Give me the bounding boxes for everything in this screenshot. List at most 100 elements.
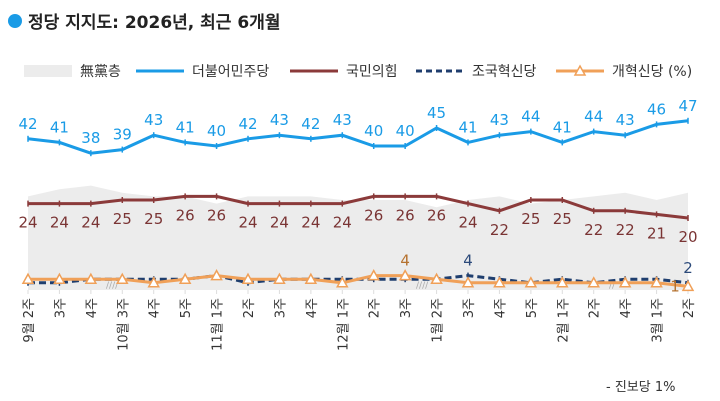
- x-tick-label: 3주: [462, 298, 477, 318]
- data-point: [681, 279, 695, 292]
- data-point: [587, 276, 600, 288]
- data-point: [116, 272, 129, 284]
- chart-title-text: 정당 지지도: 2026년, 최근 6개월: [28, 13, 281, 33]
- data-label: 43: [490, 111, 509, 129]
- data-label: 4: [463, 252, 473, 270]
- data-label: 42: [18, 115, 37, 133]
- x-tick-label: 4주: [493, 298, 508, 318]
- data-label: 43: [270, 111, 289, 129]
- x-tick-label: 4주: [619, 298, 634, 318]
- x-tick-label: 2주: [588, 298, 603, 318]
- data-label: 46: [647, 100, 666, 118]
- data-point: [493, 276, 506, 288]
- data-point: [273, 272, 286, 284]
- data-point: [178, 272, 192, 284]
- data-label: 26: [176, 206, 195, 224]
- series-line-3: [28, 274, 689, 288]
- data-point: [618, 276, 632, 288]
- x-tick-label: 2월 1주: [556, 298, 571, 343]
- x-tick-label: 3월 1주: [651, 298, 666, 343]
- data-point: [241, 272, 255, 284]
- data-label: 42: [301, 115, 320, 133]
- data-label: 47: [678, 97, 697, 115]
- data-point: [84, 272, 98, 284]
- data-label: 45: [427, 104, 446, 122]
- x-tick-label: 12월 1주: [336, 298, 351, 351]
- legend-label-4: 개혁신당 (%): [612, 64, 692, 80]
- x-tick-label: 11월 1주: [211, 298, 226, 351]
- x-tick-label: 4주: [148, 298, 163, 318]
- series-line-0: [27, 119, 689, 155]
- x-tick-label: 5주: [525, 298, 540, 318]
- data-point: [147, 276, 160, 288]
- series-line-1: [28, 194, 689, 220]
- data-label: 20: [678, 228, 697, 246]
- data-label: 39: [113, 126, 132, 144]
- data-point: [21, 272, 35, 284]
- data-label: 38: [81, 129, 100, 147]
- data-label: 24: [270, 214, 289, 232]
- axis-break-mark: ////: [106, 281, 119, 291]
- data-label: 42: [238, 115, 257, 133]
- x-tick-label: 2주: [242, 298, 257, 318]
- data-point: [556, 276, 569, 288]
- data-label: 24: [50, 214, 69, 232]
- data-label: 26: [396, 206, 415, 224]
- data-label: 24: [18, 214, 37, 232]
- data-label: 40: [396, 122, 415, 140]
- data-label: 41: [553, 118, 572, 136]
- data-label: 43: [333, 111, 352, 129]
- data-label: 26: [207, 206, 226, 224]
- data-label: 25: [553, 210, 572, 228]
- legend-label-0: 無黨층: [80, 64, 121, 80]
- data-label: 43: [616, 111, 635, 129]
- x-tick-label: 3주: [399, 298, 414, 318]
- data-point: [650, 276, 663, 288]
- data-label: 25: [521, 210, 540, 228]
- x-tick-label: 5주: [179, 298, 194, 318]
- data-point: [430, 272, 443, 284]
- data-label: 24: [238, 214, 257, 232]
- data-label: 21: [647, 224, 666, 242]
- data-label: 4: [400, 252, 410, 270]
- data-label: 24: [81, 214, 100, 232]
- data-label: 2: [683, 259, 693, 277]
- data-point: [398, 269, 412, 281]
- area-nonpartisan: [28, 185, 688, 290]
- data-label: 41: [458, 118, 477, 136]
- data-label: 41: [176, 118, 195, 136]
- data-label: 40: [207, 122, 226, 140]
- data-point: [367, 269, 380, 281]
- x-tick-label: 9월 2주: [22, 298, 37, 343]
- footnote: - 진보당 1%: [606, 380, 676, 395]
- x-tick-label: 4주: [85, 298, 100, 318]
- data-label: 24: [458, 214, 477, 232]
- x-tick-label: 2주: [368, 298, 383, 318]
- data-label: 22: [616, 221, 635, 239]
- data-point: [304, 272, 318, 284]
- data-label: 22: [490, 221, 509, 239]
- x-tick-label: 3주: [273, 298, 288, 318]
- data-label: 1: [670, 277, 680, 295]
- legend-label-1: 더불어민주당: [192, 64, 269, 80]
- data-point: [53, 272, 66, 284]
- x-tick-label: 2주: [682, 298, 697, 318]
- chart-title: 정당 지지도: 2026년, 최근 6개월: [8, 8, 280, 33]
- data-label: 43: [144, 111, 163, 129]
- data-label: 24: [301, 214, 320, 232]
- axis-break-mark: //: [609, 281, 616, 291]
- data-label: 44: [521, 108, 540, 126]
- data-label: 25: [113, 210, 132, 228]
- data-point: [461, 276, 475, 288]
- data-label: 41: [50, 118, 69, 136]
- legend-swatch-area: [24, 65, 72, 77]
- data-label: 24: [333, 214, 352, 232]
- legend-label-3: 조국혁신당: [472, 64, 537, 80]
- data-label: 26: [427, 206, 446, 224]
- x-tick-label: 4주: [305, 298, 320, 318]
- legend-label-2: 국민의힘: [346, 64, 398, 80]
- x-tick-label: 1월 2주: [431, 298, 446, 343]
- data-label: 26: [364, 206, 383, 224]
- data-point: [524, 276, 538, 288]
